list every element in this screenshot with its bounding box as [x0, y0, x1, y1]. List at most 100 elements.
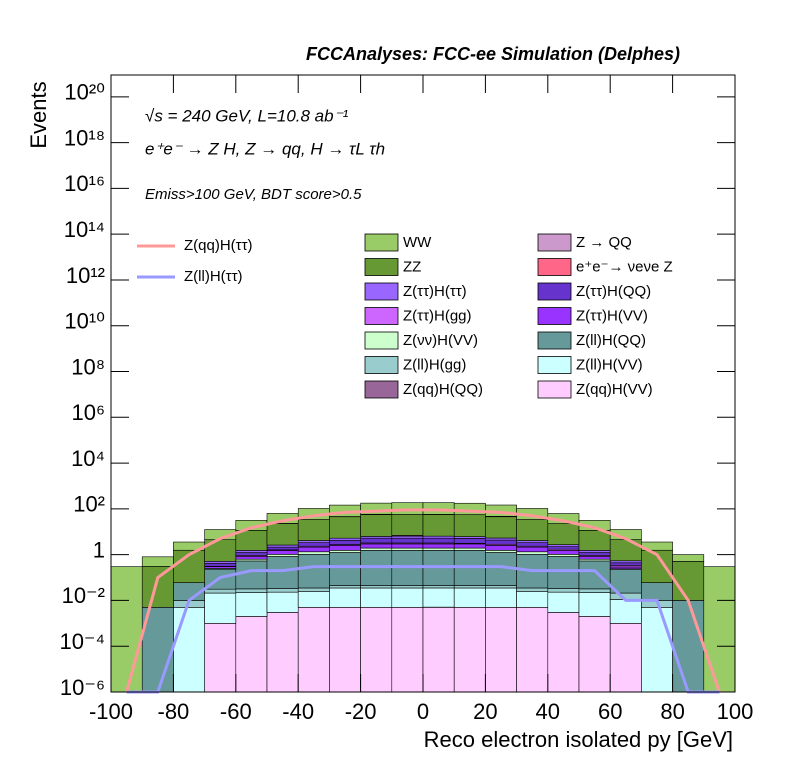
- x-tick-label: -80: [158, 699, 190, 724]
- y-tick-label: 10²⁰: [64, 80, 105, 105]
- bar-segment: [453, 538, 486, 544]
- bar-segment: [547, 588, 580, 593]
- x-tick-label: 20: [473, 699, 497, 724]
- x-tick-label: 60: [598, 699, 622, 724]
- x-tick-label: -60: [220, 699, 252, 724]
- y-tick-label: 10⁸: [71, 354, 105, 379]
- x-tick-label: -40: [282, 699, 314, 724]
- legend-swatch: [537, 380, 572, 399]
- bar-segment: [235, 588, 268, 593]
- bar-segment: [422, 537, 455, 544]
- bar-segment: [235, 592, 268, 617]
- bar-segment: [672, 600, 705, 693]
- bar-segment: [547, 554, 580, 557]
- bar-segment: [266, 556, 299, 589]
- legend-swatch: [537, 307, 572, 325]
- bar-segment: [235, 550, 268, 553]
- bar-segment: [141, 566, 174, 608]
- bar-segment: [235, 552, 268, 556]
- x-tick-label: -20: [345, 699, 377, 724]
- bar-segment: [297, 591, 330, 608]
- line-series: [125, 508, 721, 693]
- bar-segment: [547, 550, 580, 555]
- legend-swatch: [364, 282, 399, 301]
- bar-segment: [578, 556, 611, 560]
- bar-segment: [578, 530, 611, 551]
- bar-segment: [453, 587, 486, 608]
- bar-segment: [266, 544, 299, 548]
- bar-segment: [453, 543, 486, 549]
- bar-segment: [485, 537, 517, 541]
- bar-segment: [235, 616, 268, 693]
- y-tick-label: 10¹²: [66, 263, 105, 288]
- bar-segment: [360, 587, 393, 608]
- stack: [110, 502, 736, 693]
- bar-segment: [516, 540, 549, 543]
- bar-segment: [547, 556, 580, 589]
- bar-segment: [422, 607, 455, 693]
- bar-segment: [516, 591, 549, 608]
- y-tick-label: 10¹⁶: [64, 171, 105, 196]
- bar-segment: [204, 588, 237, 594]
- legend-label: Z(ττ)H(gg): [403, 307, 472, 324]
- bar-segment: [578, 560, 611, 590]
- bar-segment: [578, 588, 611, 593]
- legend-label: ZZ: [403, 258, 421, 275]
- bar-segment: [391, 543, 424, 549]
- bar-segment: [266, 550, 299, 555]
- bar-segment: [235, 556, 268, 560]
- x-tick-label: 80: [660, 699, 684, 724]
- bar-segment: [422, 543, 455, 549]
- bar-segment: [360, 585, 393, 589]
- bar-segment: [204, 563, 237, 567]
- bar-segment: [266, 546, 299, 551]
- bar-segment: [329, 607, 361, 693]
- x-axis-label: Reco electron isolated py [GeV]: [424, 727, 733, 752]
- y-tick-label: 10¹⁴: [64, 217, 105, 242]
- bar-segment: [641, 607, 673, 693]
- x-tick-label: 100: [717, 699, 754, 724]
- bar-segment: [391, 537, 424, 544]
- bar-segment: [578, 616, 611, 693]
- bar-segment: [703, 566, 736, 693]
- legend-swatch: [364, 307, 399, 325]
- bar-segment: [204, 623, 237, 693]
- bar-segment: [391, 585, 424, 589]
- bar-segment: [516, 607, 549, 693]
- bar-segment: [141, 556, 174, 567]
- bar-segment: [453, 547, 486, 551]
- bar-segment: [578, 592, 611, 617]
- bar-segment: [453, 607, 486, 693]
- bar-segment: [547, 546, 580, 550]
- legend-label: Z(qq)H(ττ): [184, 237, 253, 254]
- bar-segment: [204, 561, 237, 564]
- legend-swatch: [537, 356, 572, 374]
- bar-segment: [391, 514, 424, 536]
- y-tick-label: 10⁶: [71, 400, 105, 425]
- bar-segment: [485, 587, 517, 608]
- bar-segment: [547, 523, 580, 545]
- bar-segment: [547, 591, 580, 613]
- x-tick-label: -100: [89, 699, 133, 724]
- legend-label: Z(ττ)H(QQ): [576, 283, 651, 300]
- bar-segment: [297, 554, 330, 589]
- bar-segment: [266, 612, 299, 693]
- legend-label: Z → QQ: [576, 234, 632, 251]
- y-tick-label: 1: [93, 537, 105, 562]
- bar-segment: [422, 587, 455, 608]
- y-tick-label: 10²: [73, 492, 105, 517]
- bar-segment: [297, 519, 330, 541]
- bar-segment: [360, 607, 393, 693]
- bar-segment: [297, 540, 330, 543]
- bar-segment: [578, 552, 611, 556]
- legend-label: e⁺e⁻→ νeνe Z: [576, 258, 673, 275]
- chart-title: FCCAnalyses: FCC-ee Simulation (Delphes): [306, 44, 680, 64]
- legend-swatch: [364, 331, 399, 350]
- bar-segment: [516, 546, 549, 553]
- bar-segment: [516, 519, 549, 541]
- bar-segment: [391, 607, 424, 693]
- y-tick-label: 10⁻⁴: [59, 629, 105, 654]
- bar-segment: [453, 514, 486, 537]
- y-tick-label: 10⁻²: [62, 583, 105, 608]
- bar-segment: [672, 554, 705, 562]
